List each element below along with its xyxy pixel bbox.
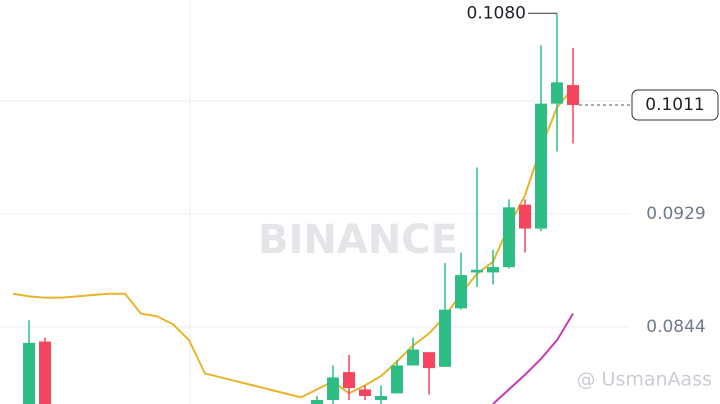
- candle-body: [343, 372, 355, 389]
- candle-body: [535, 103, 547, 229]
- candle-body: [359, 389, 371, 397]
- candle-body: [519, 204, 531, 229]
- candle-body: [39, 341, 51, 404]
- last-price-label: 0.1011: [645, 95, 704, 115]
- candle-body: [407, 349, 419, 366]
- candle-body: [567, 85, 579, 105]
- last-price-box: [631, 89, 719, 121]
- candle-body: [487, 267, 499, 273]
- candle-body: [327, 377, 339, 401]
- candle-body: [391, 365, 403, 394]
- candle-body: [551, 82, 563, 104]
- candle-body: [23, 342, 35, 404]
- candle-body: [471, 269, 483, 273]
- candle-body: [375, 396, 387, 401]
- max-label: 0.1080: [467, 3, 526, 23]
- credit: @ UsmanAass: [577, 369, 712, 391]
- watermark: BINANCE: [258, 217, 458, 263]
- candle-body: [423, 352, 435, 369]
- candle-body: [503, 207, 515, 268]
- y-tick-label: 0.0929: [646, 204, 705, 224]
- y-tick-label: 0.0844: [646, 317, 705, 337]
- candle-body: [311, 400, 323, 404]
- candle-body: [439, 309, 451, 367]
- ma-line: [492, 313, 574, 404]
- candle-body: [455, 275, 467, 309]
